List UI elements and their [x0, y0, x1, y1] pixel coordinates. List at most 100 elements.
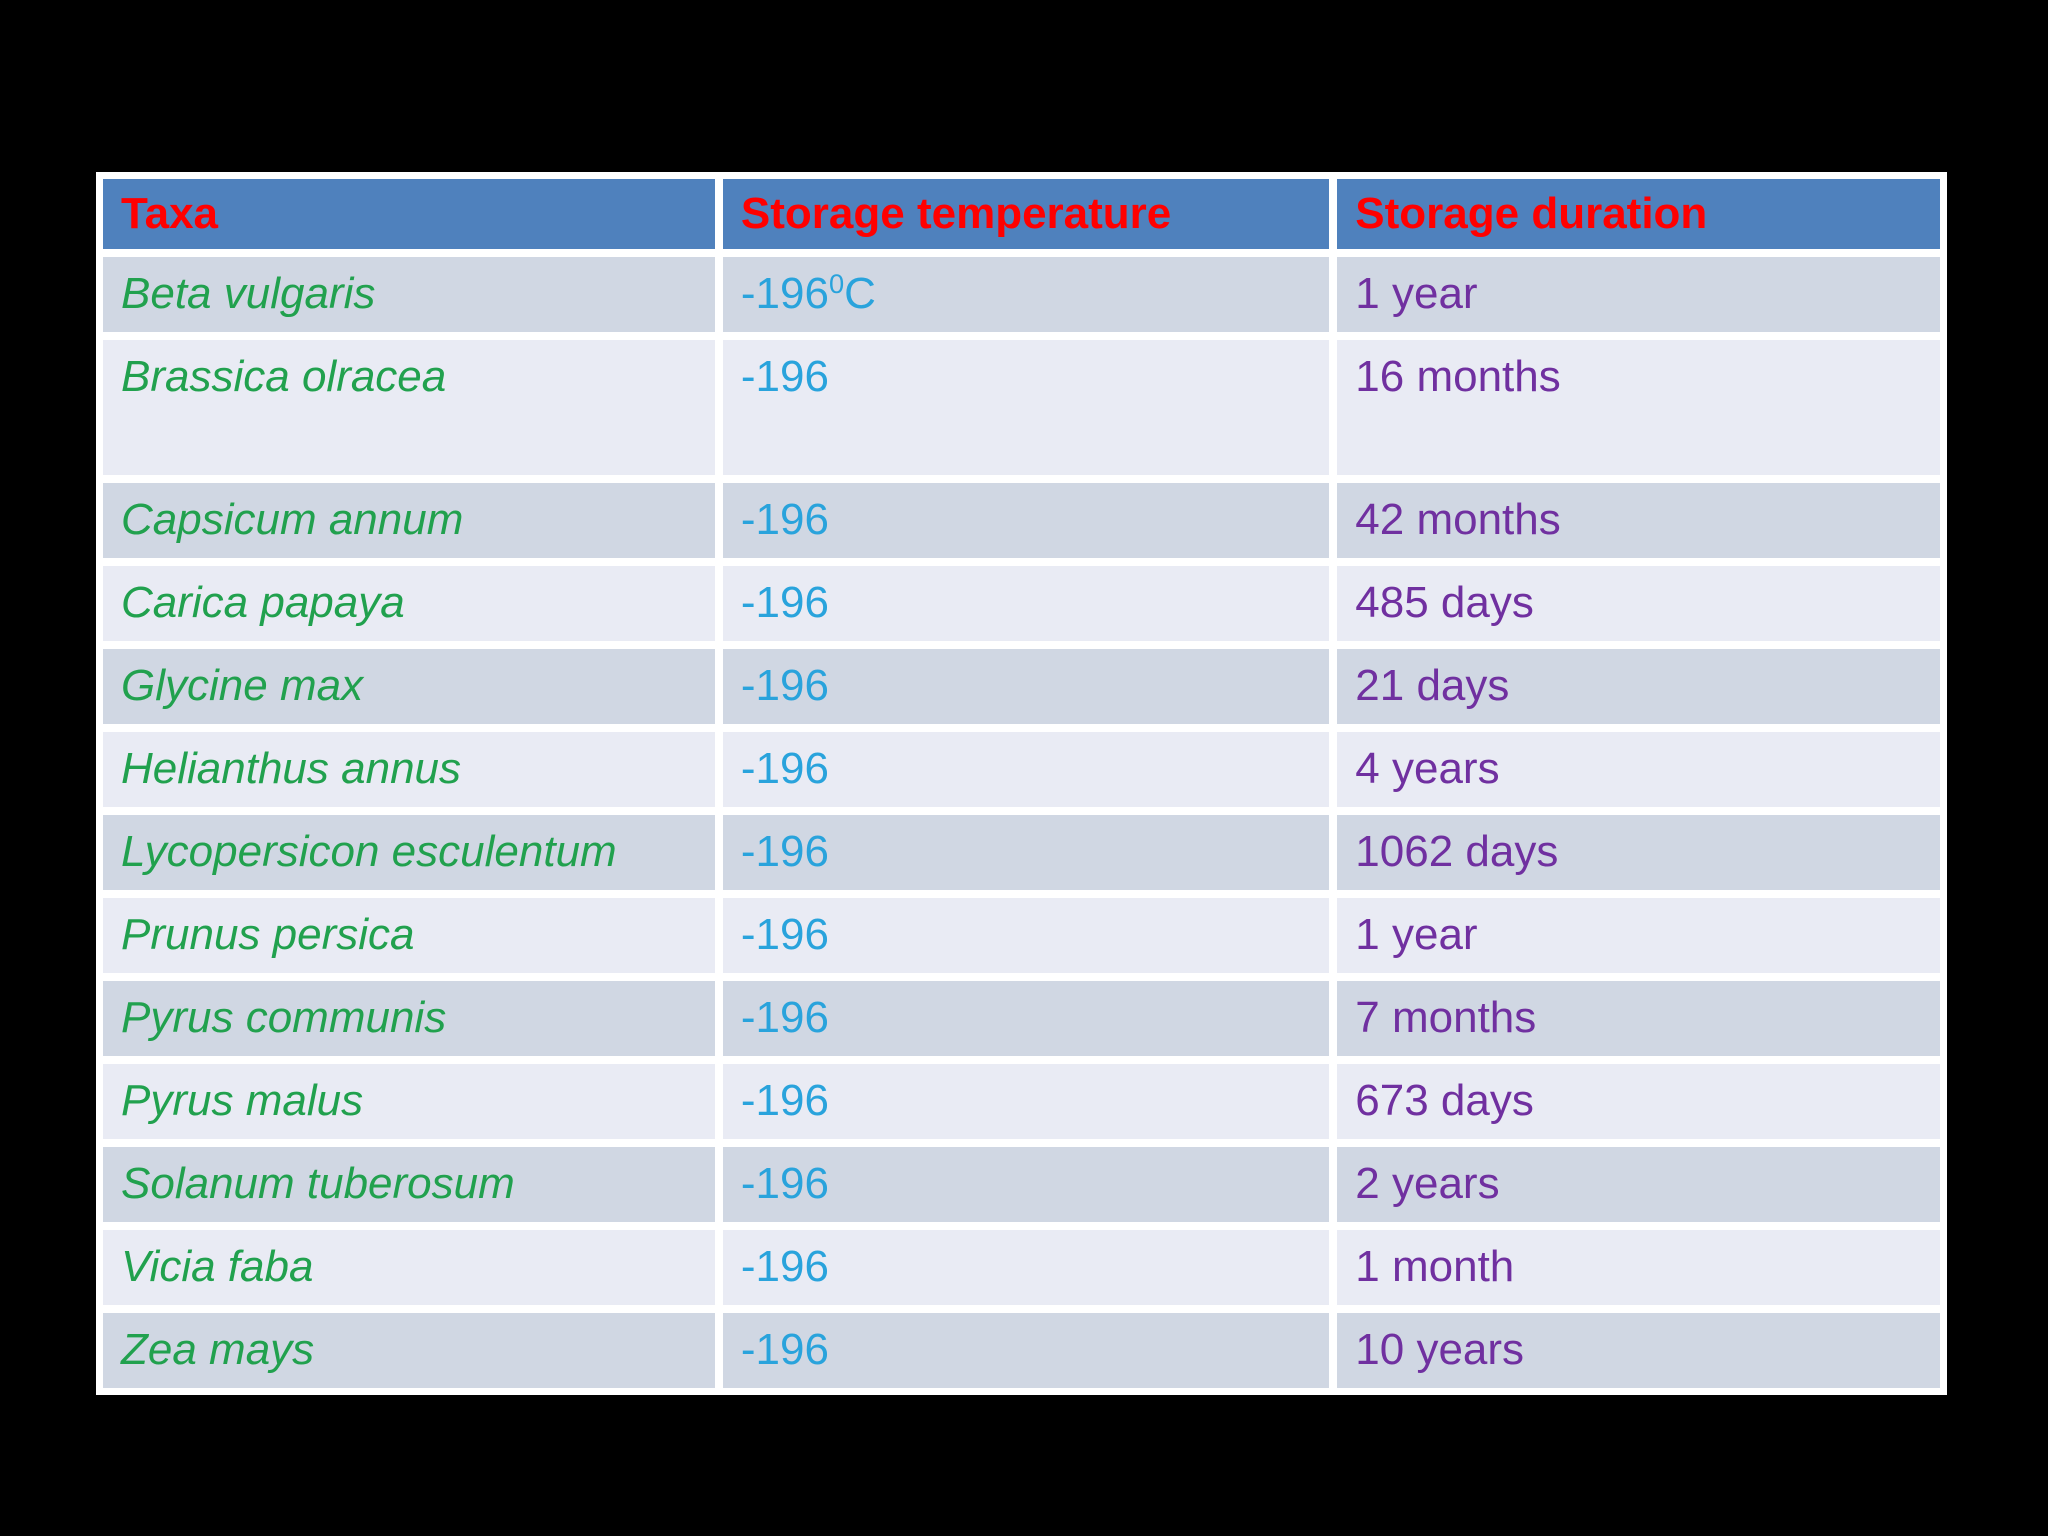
taxa-value: Prunus persica — [121, 910, 415, 960]
header-storage-duration: Storage duration — [1333, 175, 1944, 253]
taxa-value: Capsicum annum — [121, 495, 464, 545]
taxa-value: Zea mays — [121, 1325, 315, 1375]
table-row: Capsicum annum -196 42 months — [99, 479, 1944, 562]
duration-value: 1062 days — [1355, 827, 1559, 877]
temperature-cell: -196 — [718, 562, 1334, 645]
taxa-value: Carica papaya — [121, 578, 405, 628]
table-row: Solanum tuberosum -196 2 years — [99, 1143, 1944, 1226]
temperature-value: -196 — [740, 661, 829, 711]
header-storage-duration-label: Storage duration — [1355, 188, 1708, 238]
duration-value: 21 days — [1355, 661, 1510, 711]
taxa-cell: Lycopersicon esculentum — [99, 811, 719, 894]
temperature-superscript: 0 — [828, 268, 845, 300]
taxa-cell: Helianthus annus — [99, 728, 719, 811]
duration-cell: 10 years — [1333, 1309, 1944, 1392]
temperature-unit: C — [844, 269, 876, 319]
table-row: Lycopersicon esculentum -196 1062 days — [99, 811, 1944, 894]
table-row: Prunus persica -196 1 year — [99, 894, 1944, 977]
table-row: Brassica olracea -196 16 months — [99, 336, 1944, 479]
storage-table: Taxa Storage temperature Storage duratio… — [96, 172, 1947, 1395]
temperature-cell: -196 — [718, 1309, 1334, 1392]
taxa-value: Pyrus malus — [121, 1076, 364, 1126]
temperature-value: -196 — [740, 1325, 829, 1375]
table-row: Pyrus communis -196 7 months — [99, 977, 1944, 1060]
temperature-cell: -196 — [718, 811, 1334, 894]
table-row: Zea mays -196 10 years — [99, 1309, 1944, 1392]
header-taxa-label: Taxa — [121, 188, 219, 238]
duration-cell: 1062 days — [1333, 811, 1944, 894]
temperature-value: -196 — [740, 269, 829, 319]
header-taxa: Taxa — [99, 175, 719, 253]
temperature-cell: -196 — [718, 977, 1334, 1060]
taxa-value: Beta vulgaris — [121, 269, 376, 319]
taxa-cell: Solanum tuberosum — [99, 1143, 719, 1226]
temperature-value: -196 — [740, 578, 829, 628]
temperature-value: -196 — [740, 495, 829, 545]
table-row: Carica papaya -196 485 days — [99, 562, 1944, 645]
temperature-cell: -1960C — [718, 253, 1334, 336]
duration-value: 2 years — [1355, 1159, 1500, 1209]
temperature-cell: -196 — [718, 645, 1334, 728]
temperature-value: -196 — [740, 827, 829, 877]
taxa-value: Pyrus communis — [121, 993, 447, 1043]
temperature-value: -196 — [740, 1242, 829, 1292]
taxa-cell: Carica papaya — [99, 562, 719, 645]
temperature-value: -196 — [740, 744, 829, 794]
duration-value: 4 years — [1355, 744, 1500, 794]
taxa-value: Helianthus annus — [121, 744, 462, 794]
taxa-value: Solanum tuberosum — [121, 1159, 515, 1209]
temperature-cell: -196 — [718, 1143, 1334, 1226]
header-storage-temperature: Storage temperature — [718, 175, 1334, 253]
duration-cell: 16 months — [1333, 336, 1944, 479]
duration-cell: 1 year — [1333, 253, 1944, 336]
duration-value: 7 months — [1355, 993, 1537, 1043]
duration-cell: 42 months — [1333, 479, 1944, 562]
temperature-cell: -196 — [718, 728, 1334, 811]
taxa-cell: Glycine max — [99, 645, 719, 728]
table-row: Vicia faba -196 1 month — [99, 1226, 1944, 1309]
duration-value: 673 days — [1355, 1076, 1534, 1126]
temperature-value: -196 — [740, 352, 829, 401]
duration-cell: 7 months — [1333, 977, 1944, 1060]
duration-value: 1 month — [1355, 1242, 1515, 1292]
duration-value: 10 years — [1355, 1325, 1525, 1375]
taxa-value: Vicia faba — [121, 1242, 314, 1292]
taxa-value: Glycine max — [121, 661, 364, 711]
taxa-cell: Pyrus communis — [99, 977, 719, 1060]
duration-cell: 485 days — [1333, 562, 1944, 645]
duration-value: 1 year — [1355, 269, 1478, 319]
temperature-value: -196 — [740, 1076, 829, 1126]
duration-value: 485 days — [1355, 578, 1534, 628]
temperature-value: -196 — [740, 910, 829, 960]
duration-value: 1 year — [1355, 910, 1478, 960]
duration-value: 16 months — [1355, 352, 1561, 401]
duration-cell: 1 year — [1333, 894, 1944, 977]
table-header-row: Taxa Storage temperature Storage duratio… — [99, 175, 1944, 253]
taxa-value: Lycopersicon esculentum — [121, 827, 617, 877]
temperature-cell: -196 — [718, 1226, 1334, 1309]
table-row: Pyrus malus -196 673 days — [99, 1060, 1944, 1143]
duration-cell: 1 month — [1333, 1226, 1944, 1309]
header-storage-temperature-label: Storage temperature — [740, 188, 1172, 238]
duration-value: 42 months — [1355, 495, 1561, 545]
taxa-cell: Pyrus malus — [99, 1060, 719, 1143]
temperature-value: -196 — [740, 993, 829, 1043]
duration-cell: 21 days — [1333, 645, 1944, 728]
temperature-cell: -196 — [718, 1060, 1334, 1143]
taxa-cell: Beta vulgaris — [99, 253, 719, 336]
table-row: Glycine max -196 21 days — [99, 645, 1944, 728]
duration-cell: 4 years — [1333, 728, 1944, 811]
taxa-cell: Capsicum annum — [99, 479, 719, 562]
taxa-cell: Prunus persica — [99, 894, 719, 977]
table-row: Beta vulgaris -1960C 1 year — [99, 253, 1944, 336]
table-row: Helianthus annus -196 4 years — [99, 728, 1944, 811]
duration-cell: 673 days — [1333, 1060, 1944, 1143]
taxa-value: Brassica olracea — [121, 352, 447, 401]
temperature-cell: -196 — [718, 894, 1334, 977]
taxa-cell: Vicia faba — [99, 1226, 719, 1309]
temperature-cell: -196 — [718, 336, 1334, 479]
duration-cell: 2 years — [1333, 1143, 1944, 1226]
taxa-cell: Brassica olracea — [99, 336, 719, 479]
temperature-cell: -196 — [718, 479, 1334, 562]
